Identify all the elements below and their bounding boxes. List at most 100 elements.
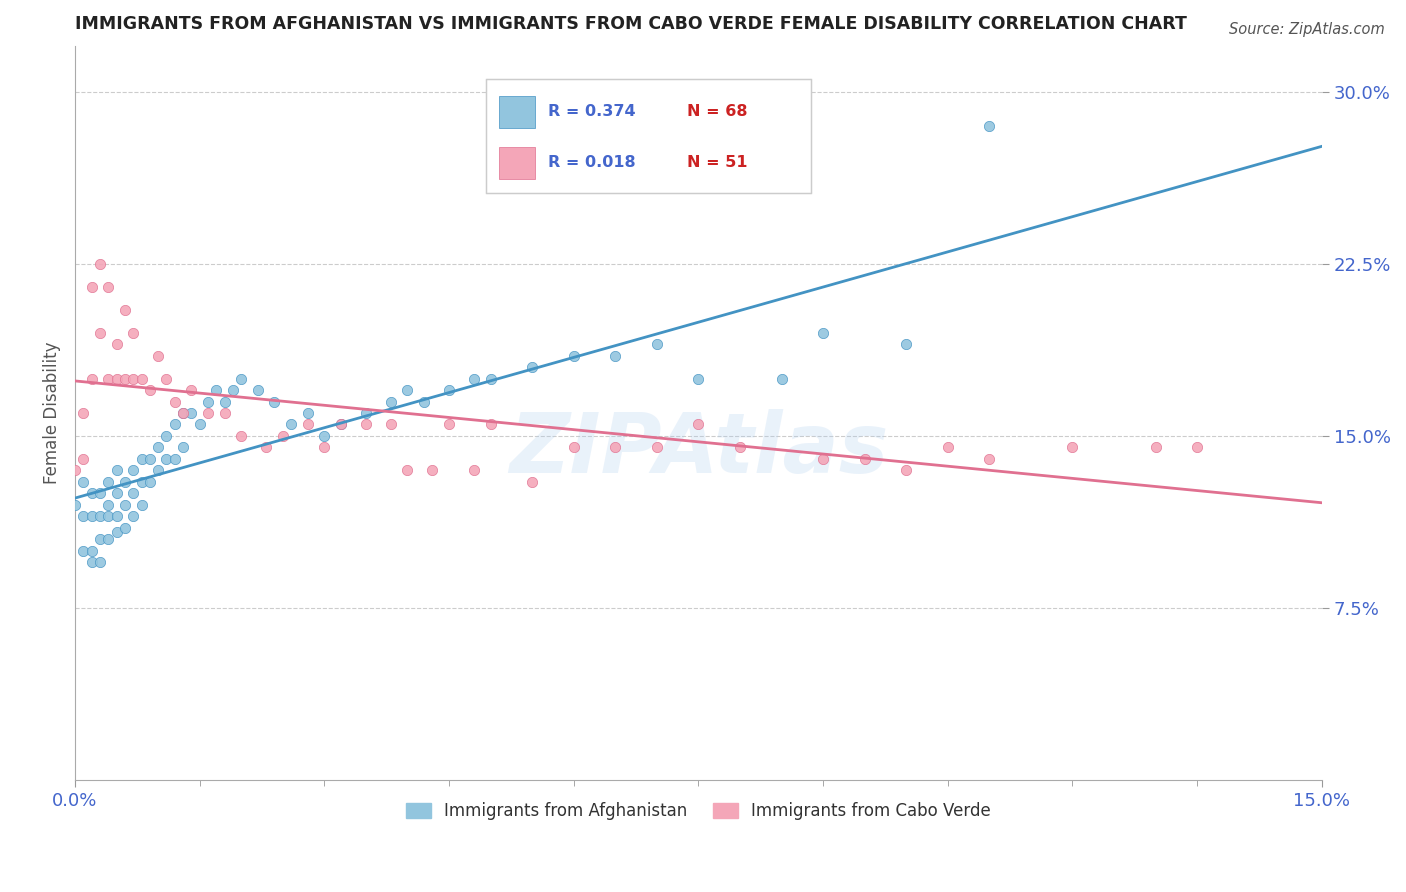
Point — [97, 371, 120, 385]
Point — [89, 486, 111, 500]
Point — [72, 406, 94, 420]
Point — [314, 429, 336, 443]
Point — [1144, 441, 1167, 455]
Point — [122, 326, 145, 340]
Point — [105, 337, 128, 351]
Point — [155, 371, 177, 385]
Point — [479, 371, 502, 385]
Point — [979, 119, 1001, 133]
Point — [63, 498, 86, 512]
Point — [811, 326, 834, 340]
Point — [105, 486, 128, 500]
Point — [89, 533, 111, 547]
Point — [72, 451, 94, 466]
Point — [114, 475, 136, 489]
Point — [380, 394, 402, 409]
Point — [896, 337, 918, 351]
Point — [80, 543, 103, 558]
Point — [231, 371, 253, 385]
Point — [463, 463, 485, 477]
Point — [63, 463, 86, 477]
Point — [197, 394, 219, 409]
Point — [122, 509, 145, 524]
Point — [688, 371, 710, 385]
Point — [297, 406, 319, 420]
Point — [72, 475, 94, 489]
Point — [1185, 441, 1208, 455]
Point — [146, 463, 169, 477]
Point — [146, 441, 169, 455]
Point — [811, 451, 834, 466]
Point — [263, 394, 285, 409]
Point — [479, 417, 502, 432]
Point — [163, 394, 186, 409]
Point — [97, 279, 120, 293]
Point — [80, 509, 103, 524]
Point — [163, 451, 186, 466]
Point — [180, 406, 202, 420]
Point — [330, 417, 353, 432]
Point — [172, 406, 194, 420]
Point — [105, 525, 128, 540]
Point — [131, 371, 153, 385]
Point — [254, 441, 277, 455]
Point — [605, 349, 627, 363]
Point — [80, 555, 103, 569]
Point — [645, 441, 668, 455]
Point — [80, 279, 103, 293]
Point — [380, 417, 402, 432]
Y-axis label: Female Disability: Female Disability — [44, 342, 60, 484]
Point — [172, 406, 194, 420]
Point — [105, 463, 128, 477]
Point — [155, 451, 177, 466]
Point — [280, 417, 302, 432]
Point — [936, 441, 959, 455]
Point — [688, 417, 710, 432]
Point — [770, 371, 793, 385]
Point — [72, 543, 94, 558]
Point — [522, 475, 544, 489]
Point — [896, 463, 918, 477]
Point — [105, 371, 128, 385]
Point — [214, 406, 236, 420]
Point — [122, 463, 145, 477]
Point — [172, 441, 194, 455]
Point — [89, 509, 111, 524]
Point — [139, 451, 162, 466]
Point — [222, 383, 245, 397]
Point — [80, 371, 103, 385]
Point — [463, 371, 485, 385]
Point — [605, 441, 627, 455]
Point — [396, 463, 419, 477]
Point — [131, 475, 153, 489]
Point — [271, 429, 294, 443]
Point — [396, 383, 419, 397]
Point — [354, 406, 377, 420]
Point — [80, 486, 103, 500]
Point — [89, 555, 111, 569]
Point — [155, 429, 177, 443]
Point — [1062, 441, 1084, 455]
Legend: Immigrants from Afghanistan, Immigrants from Cabo Verde: Immigrants from Afghanistan, Immigrants … — [399, 796, 997, 827]
Point — [231, 429, 253, 443]
Point — [354, 417, 377, 432]
Point — [139, 475, 162, 489]
Point — [188, 417, 211, 432]
Point — [180, 383, 202, 397]
Point — [131, 451, 153, 466]
Point — [139, 383, 162, 397]
Point — [89, 257, 111, 271]
Point — [97, 498, 120, 512]
Point — [97, 509, 120, 524]
Point — [314, 441, 336, 455]
Point — [163, 417, 186, 432]
Point — [97, 533, 120, 547]
Text: ZIPAtlas: ZIPAtlas — [509, 409, 889, 491]
Point — [89, 326, 111, 340]
Point — [413, 394, 436, 409]
Point — [114, 498, 136, 512]
Point — [330, 417, 353, 432]
Text: Source: ZipAtlas.com: Source: ZipAtlas.com — [1229, 22, 1385, 37]
Point — [114, 371, 136, 385]
Point — [72, 509, 94, 524]
